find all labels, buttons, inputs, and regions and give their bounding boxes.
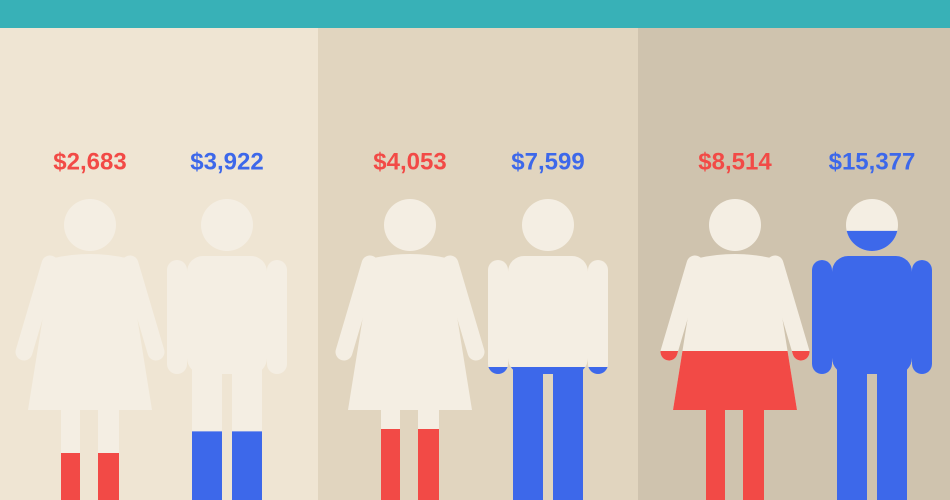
arm	[335, 255, 379, 361]
torso	[508, 256, 588, 374]
leg	[232, 431, 262, 500]
leg	[418, 429, 439, 500]
arm	[167, 260, 187, 374]
arm	[488, 366, 508, 374]
figure-fill	[192, 431, 262, 500]
leg	[98, 453, 119, 500]
arm	[660, 255, 704, 361]
head	[709, 199, 761, 251]
figure-fill	[61, 453, 119, 500]
value-label: $15,377	[829, 148, 916, 175]
arm	[267, 260, 287, 374]
figure-fill	[381, 429, 439, 500]
panel	[0, 0, 318, 500]
value-label: $7,599	[511, 148, 584, 175]
dress	[28, 254, 152, 410]
value-label: $2,683	[53, 148, 126, 175]
arm	[766, 255, 810, 361]
arm	[488, 260, 508, 374]
arm	[812, 260, 832, 374]
figure-fill	[488, 366, 608, 500]
head	[384, 199, 436, 251]
arm	[588, 260, 608, 374]
arm	[441, 255, 485, 361]
dress	[673, 350, 797, 410]
figure-fill	[812, 230, 932, 500]
leg	[553, 366, 583, 500]
leg	[192, 431, 222, 500]
leg	[381, 429, 400, 500]
value-label: $4,053	[373, 148, 446, 175]
head	[64, 199, 116, 251]
arm	[588, 366, 608, 374]
head	[522, 199, 574, 251]
leg	[877, 363, 907, 500]
header-bar	[0, 0, 950, 28]
arm	[912, 260, 932, 374]
arm	[121, 255, 165, 361]
value-label: $8,514	[698, 148, 772, 175]
leg	[61, 453, 80, 500]
leg	[837, 363, 867, 500]
torso	[187, 256, 267, 374]
value-label: $3,922	[190, 148, 263, 175]
head	[846, 230, 898, 251]
torso	[832, 256, 912, 374]
leg	[743, 398, 764, 500]
figure-fill	[660, 350, 810, 500]
leg	[513, 366, 543, 500]
head	[201, 199, 253, 251]
arm	[15, 255, 59, 361]
panel	[318, 0, 638, 500]
dress	[348, 254, 472, 410]
leg	[706, 398, 725, 500]
